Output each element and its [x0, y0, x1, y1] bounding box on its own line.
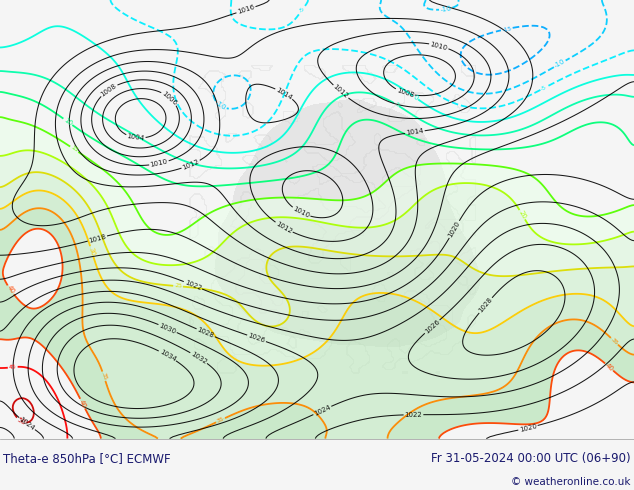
Text: 35: 35 — [100, 372, 108, 381]
Text: 35: 35 — [216, 416, 225, 424]
Text: 20: 20 — [517, 209, 527, 220]
Text: 1020: 1020 — [519, 423, 538, 433]
Text: 1022: 1022 — [184, 279, 202, 292]
Text: Fr 31-05-2024 00:00 UTC (06+90): Fr 31-05-2024 00:00 UTC (06+90) — [431, 452, 631, 465]
Text: 25: 25 — [174, 283, 182, 289]
Text: 1018: 1018 — [88, 233, 107, 244]
Text: 10: 10 — [62, 117, 74, 127]
Text: 1004: 1004 — [126, 133, 145, 142]
Text: 1022: 1022 — [404, 412, 422, 418]
Text: 1028: 1028 — [197, 326, 215, 339]
Text: 1024: 1024 — [18, 416, 36, 432]
Text: 40: 40 — [6, 285, 16, 295]
Text: 1028: 1028 — [477, 296, 494, 314]
Text: -10: -10 — [553, 58, 566, 69]
Text: 35: 35 — [610, 337, 619, 346]
Text: 45: 45 — [9, 365, 17, 370]
Text: 1016: 1016 — [236, 4, 256, 15]
Text: 1020: 1020 — [447, 220, 462, 239]
Text: 50: 50 — [16, 416, 27, 426]
Text: 1010: 1010 — [292, 206, 311, 220]
Text: 40: 40 — [78, 398, 87, 409]
Text: -5: -5 — [299, 5, 306, 13]
Text: 1012: 1012 — [275, 220, 293, 235]
Text: 0: 0 — [412, 94, 419, 101]
Text: 1034: 1034 — [158, 348, 177, 363]
Text: 1032: 1032 — [190, 350, 208, 365]
Text: 30: 30 — [87, 246, 96, 257]
Text: 1010: 1010 — [150, 159, 169, 168]
Text: -15: -15 — [501, 25, 512, 32]
Text: 5: 5 — [394, 101, 399, 108]
Text: -10: -10 — [439, 5, 452, 13]
Text: 1006: 1006 — [161, 90, 178, 106]
Text: © weatheronline.co.uk: © weatheronline.co.uk — [512, 477, 631, 487]
Text: 1026: 1026 — [424, 318, 441, 335]
Text: 1008: 1008 — [100, 82, 118, 98]
Text: 1030: 1030 — [158, 322, 177, 335]
Text: Theta-e 850hPa [°C] ECMWF: Theta-e 850hPa [°C] ECMWF — [3, 452, 171, 465]
Text: 1010: 1010 — [429, 41, 448, 51]
Text: 1014: 1014 — [406, 128, 424, 136]
Text: 40: 40 — [604, 362, 614, 372]
Text: 1024: 1024 — [313, 404, 332, 417]
Text: 1014: 1014 — [275, 86, 294, 100]
Text: -10: -10 — [214, 100, 227, 111]
Text: -5: -5 — [540, 84, 548, 92]
Text: 1012: 1012 — [181, 158, 200, 171]
Text: 15: 15 — [70, 145, 79, 153]
Text: 1026: 1026 — [247, 333, 266, 344]
Text: 1012: 1012 — [332, 84, 349, 100]
Text: 1008: 1008 — [396, 87, 415, 98]
